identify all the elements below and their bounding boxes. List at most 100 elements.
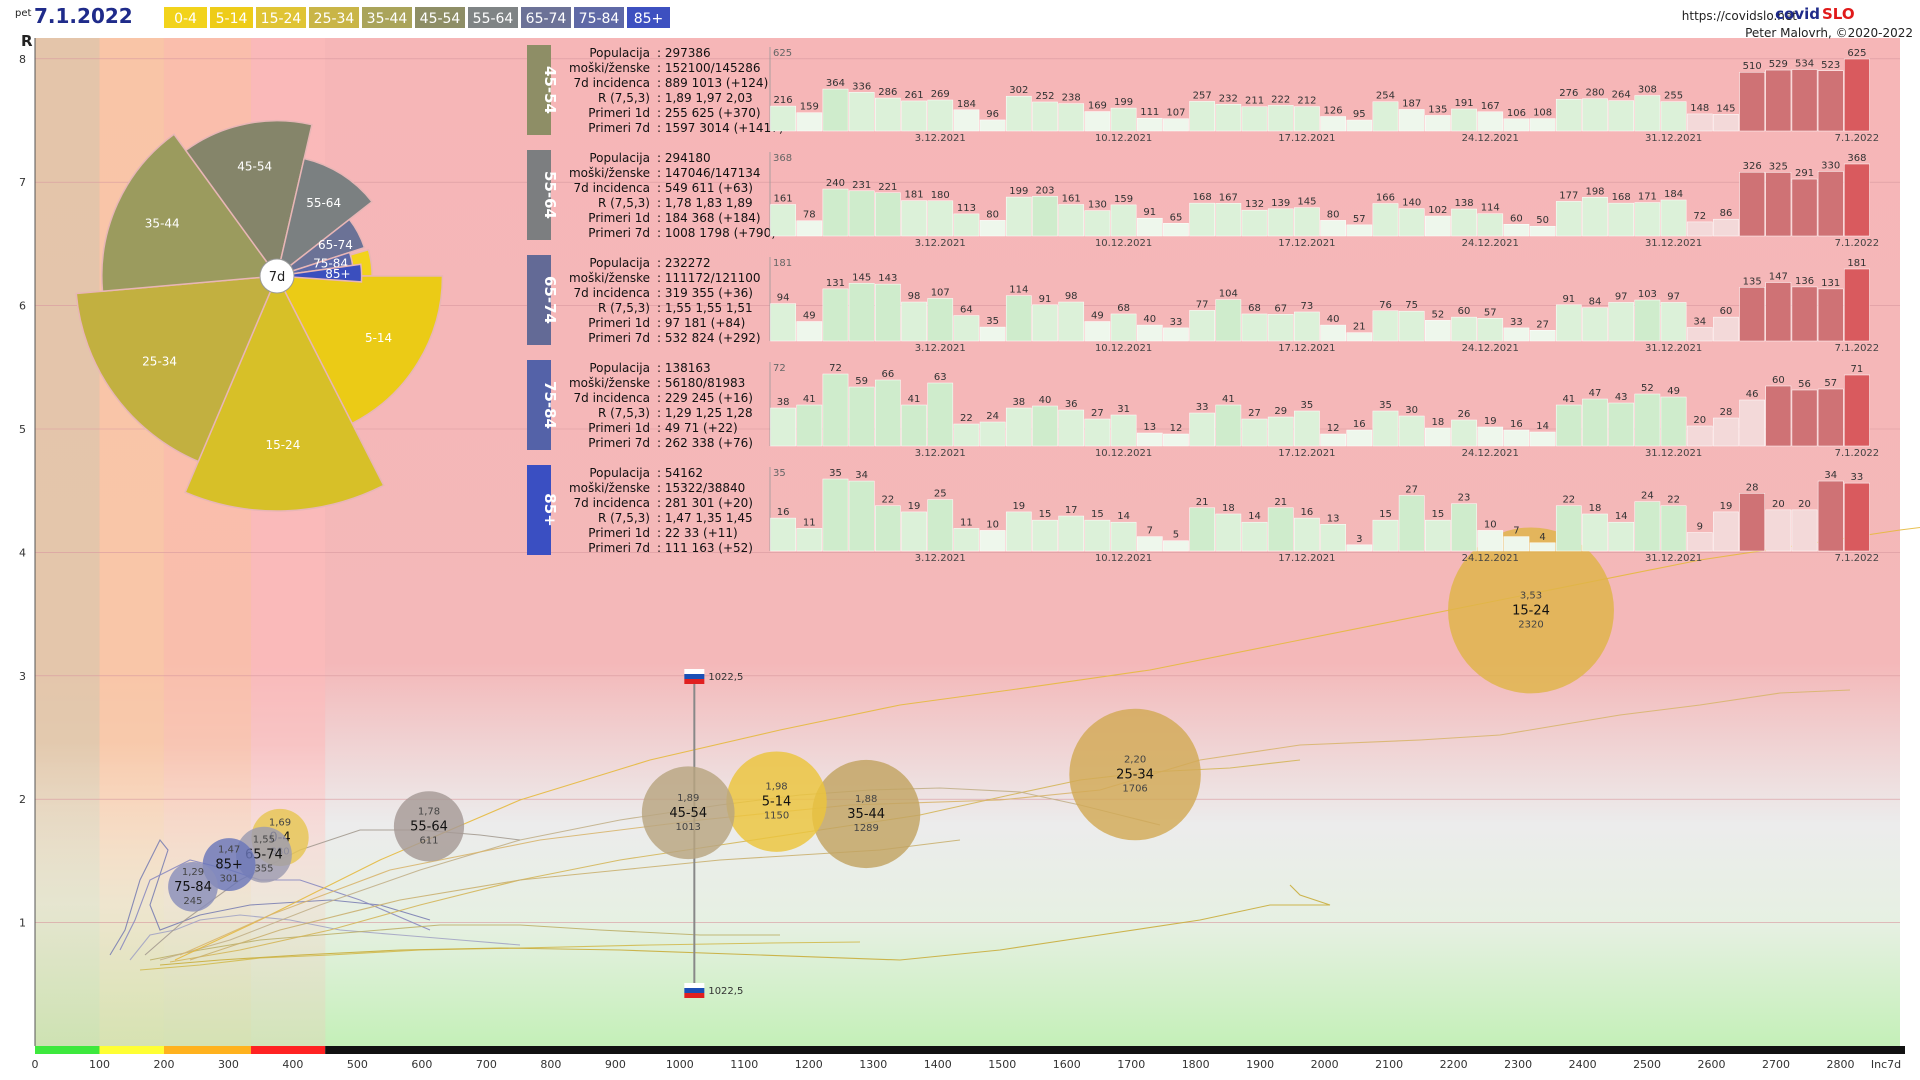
bar[interactable] — [1058, 515, 1085, 552]
bar[interactable] — [1294, 207, 1320, 237]
bar[interactable] — [770, 204, 796, 237]
bar[interactable] — [1215, 299, 1242, 342]
bar[interactable] — [1791, 509, 1818, 552]
bar[interactable] — [901, 404, 927, 447]
bar[interactable] — [1215, 104, 1242, 132]
bar[interactable] — [1425, 215, 1451, 237]
bar[interactable] — [1110, 204, 1137, 237]
bar[interactable] — [1844, 374, 1870, 447]
bar[interactable] — [1110, 313, 1137, 342]
bar[interactable] — [1005, 407, 1032, 447]
bar[interactable] — [1817, 171, 1844, 237]
bar[interactable] — [1765, 172, 1792, 237]
bar[interactable] — [1241, 106, 1268, 132]
bar[interactable] — [875, 379, 901, 447]
bar[interactable] — [1346, 429, 1373, 447]
bar[interactable] — [1346, 332, 1373, 342]
bar[interactable] — [927, 200, 954, 237]
bar[interactable] — [1189, 310, 1215, 342]
bar[interactable] — [1713, 114, 1739, 132]
bar[interactable] — [901, 511, 927, 552]
bar[interactable] — [1346, 544, 1373, 552]
bar[interactable] — [1084, 321, 1111, 342]
bar[interactable] — [1058, 103, 1085, 132]
bar[interactable] — [1503, 327, 1530, 342]
bar[interactable] — [1372, 310, 1399, 342]
bar[interactable] — [1189, 101, 1215, 132]
bar[interactable] — [1398, 208, 1425, 237]
bar[interactable] — [1660, 302, 1687, 342]
bar[interactable] — [1608, 402, 1635, 447]
bar[interactable] — [1032, 304, 1058, 342]
bar[interactable] — [1451, 503, 1477, 552]
bar[interactable] — [927, 382, 954, 447]
bar[interactable] — [1294, 410, 1320, 447]
bar[interactable] — [1686, 425, 1713, 447]
bar[interactable] — [796, 112, 823, 132]
bar[interactable] — [953, 528, 980, 552]
bar[interactable] — [875, 97, 901, 132]
bar[interactable] — [848, 283, 875, 342]
bar[interactable] — [1294, 311, 1320, 342]
bar[interactable] — [979, 220, 1006, 237]
rose-slice-35-44[interactable] — [101, 133, 279, 293]
bar[interactable] — [1058, 204, 1085, 237]
bar[interactable] — [1005, 295, 1032, 342]
bar[interactable] — [1110, 414, 1137, 447]
bar[interactable] — [1608, 521, 1635, 552]
bar[interactable] — [1739, 493, 1765, 552]
bar[interactable] — [1529, 542, 1556, 552]
bar[interactable] — [1477, 111, 1504, 132]
bar[interactable] — [1425, 115, 1451, 132]
bar[interactable] — [1267, 314, 1294, 342]
bar[interactable] — [1503, 536, 1530, 552]
bar[interactable] — [1477, 426, 1504, 447]
bar[interactable] — [1189, 507, 1215, 552]
bar[interactable] — [1503, 118, 1530, 132]
bar[interactable] — [1451, 419, 1477, 447]
bar[interactable] — [822, 373, 849, 447]
bar[interactable] — [1136, 117, 1163, 132]
bar[interactable] — [1844, 482, 1870, 552]
bar[interactable] — [1844, 268, 1870, 342]
bar[interactable] — [1660, 396, 1687, 447]
bar[interactable] — [1739, 71, 1765, 132]
bar[interactable] — [1660, 101, 1687, 132]
bar[interactable] — [1032, 405, 1058, 447]
bar[interactable] — [822, 88, 849, 132]
bar[interactable] — [1739, 287, 1765, 342]
bar[interactable] — [1529, 431, 1556, 447]
bar[interactable] — [1032, 101, 1058, 132]
rose-slice-15-24[interactable] — [184, 274, 385, 512]
bar[interactable] — [875, 283, 901, 342]
bar[interactable] — [1713, 417, 1739, 447]
bar[interactable] — [1477, 318, 1504, 342]
bar[interactable] — [1215, 513, 1242, 552]
bar[interactable] — [1555, 304, 1582, 342]
bar[interactable] — [1163, 118, 1189, 132]
bar[interactable] — [1582, 398, 1608, 447]
bar[interactable] — [901, 100, 927, 132]
bar[interactable] — [1320, 116, 1346, 132]
bar[interactable] — [979, 326, 1006, 342]
rose-slice-55-64[interactable] — [275, 157, 374, 278]
bar[interactable] — [1372, 519, 1399, 552]
bar[interactable] — [1398, 495, 1425, 552]
bar[interactable] — [1136, 536, 1163, 552]
bar[interactable] — [1477, 530, 1504, 552]
bar[interactable] — [1398, 109, 1425, 132]
bar[interactable] — [848, 480, 875, 552]
bar[interactable] — [1713, 511, 1739, 552]
site-url[interactable]: https://covidslo.net — [1682, 9, 1798, 23]
bar[interactable] — [796, 220, 823, 237]
bar[interactable] — [796, 321, 823, 342]
bar[interactable] — [1215, 203, 1242, 237]
bubble-55-64[interactable] — [393, 791, 465, 862]
bar[interactable] — [1425, 320, 1451, 342]
bar[interactable] — [1791, 286, 1818, 342]
bar[interactable] — [1555, 201, 1582, 237]
bar[interactable] — [1608, 100, 1635, 132]
bar[interactable] — [796, 404, 823, 447]
bar[interactable] — [1451, 108, 1477, 132]
bar[interactable] — [1032, 196, 1058, 237]
